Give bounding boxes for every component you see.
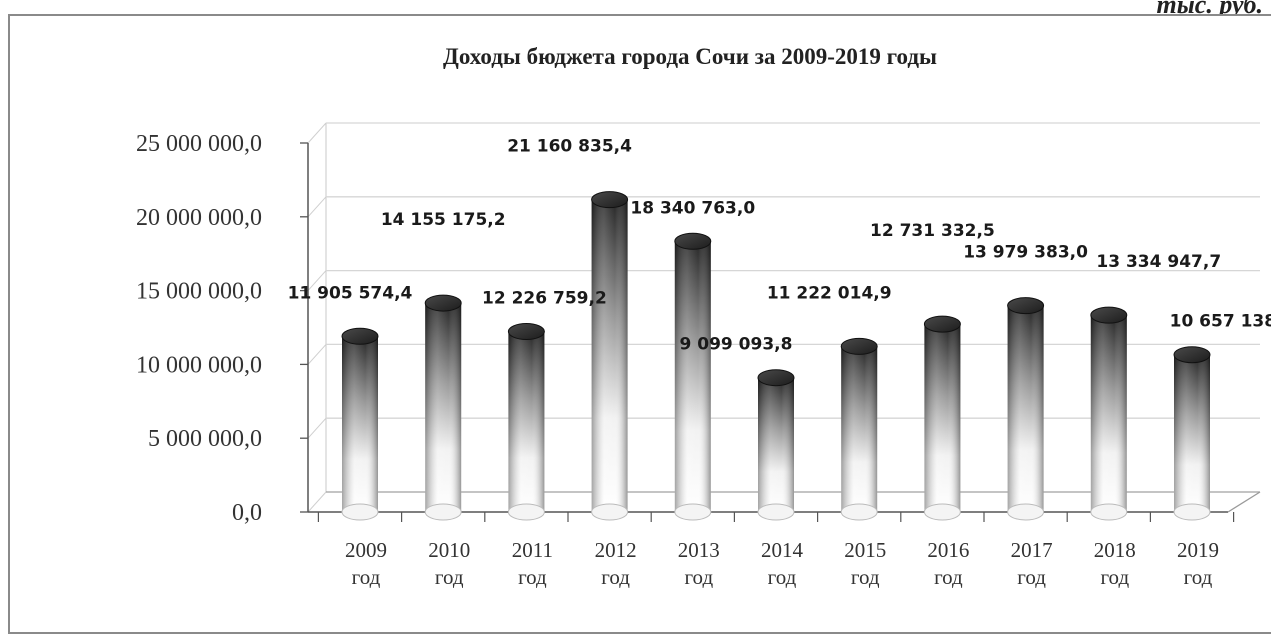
- bar-2019: [1173, 346, 1211, 521]
- bar-2015: [840, 337, 878, 521]
- x-tick-label-unit: год: [1017, 565, 1046, 589]
- bar-2014: [757, 369, 795, 521]
- bar-2018: [1090, 306, 1128, 521]
- bar-shade: [425, 303, 462, 512]
- bar-cap: [923, 315, 961, 333]
- data-label: 12 731 332,5: [870, 221, 995, 241]
- data-label: 14 155 175,2: [381, 210, 506, 230]
- x-tick-label: 2009: [345, 538, 387, 562]
- bar-shade: [758, 377, 794, 512]
- y-tick-label: 25 000 000,0: [136, 131, 262, 157]
- bar-cap: [840, 337, 878, 355]
- bar-shade: [342, 336, 378, 512]
- x-tick-label: 2018: [1094, 538, 1136, 562]
- bar-shade: [841, 346, 878, 512]
- bar-shade: [674, 241, 711, 512]
- bar-cap: [507, 323, 545, 341]
- x-tick-label: 2014: [761, 538, 804, 562]
- data-label: 11 905 574,4: [288, 283, 413, 303]
- chart-page: тыс. руб. Доходы бюджета города Сочи за …: [8, 0, 1271, 634]
- bar-shade: [1090, 315, 1127, 512]
- bar-2009: [341, 327, 379, 521]
- bar-chart: 0,0 5 000 000,0 10 000 000,0 15 000 000,0 20…: [136, 122, 1271, 589]
- data-label: 18 340 763,0: [630, 198, 755, 218]
- gridline-side: [307, 122, 327, 144]
- data-label: 9 099 093,8: [680, 335, 793, 355]
- bar-cap: [757, 369, 795, 387]
- data-label: 21 160 835,4: [507, 137, 632, 157]
- x-tick-label: 2013: [678, 538, 720, 562]
- bar-shade: [508, 331, 545, 512]
- bar-shade: [924, 324, 961, 512]
- bar-2011: [507, 323, 545, 521]
- gridline-side: [307, 270, 327, 291]
- data-label: 13 979 383,0: [963, 243, 1088, 263]
- bar-base: [1007, 503, 1045, 521]
- bars-layer: [341, 191, 1211, 521]
- x-tick-label: 2011: [512, 538, 553, 562]
- bar-cap: [591, 191, 629, 209]
- x-tick-label: 2015: [844, 538, 886, 562]
- x-tick-label-unit: год: [851, 565, 880, 589]
- bar-cap: [1007, 297, 1045, 315]
- bar-cap: [1090, 306, 1128, 324]
- y-tick-label: 5 000 000,0: [148, 426, 262, 452]
- bar-shade: [1007, 305, 1044, 512]
- bar-cap: [341, 327, 379, 345]
- x-tick-label-unit: год: [1100, 565, 1129, 589]
- x-tick-label-unit: год: [684, 565, 713, 589]
- x-tick-label: 2017: [1011, 538, 1053, 562]
- bar-base: [424, 503, 462, 521]
- data-label: 10 657 138,3: [1170, 312, 1271, 332]
- x-tick-label: 2010: [428, 538, 470, 562]
- data-label: 12 226 759,2: [482, 289, 607, 309]
- x-tick-label-unit: год: [1184, 565, 1213, 589]
- gridline-side: [307, 196, 327, 218]
- bar-cap: [1173, 346, 1211, 364]
- chart-title: Доходы бюджета города Сочи за 2009-2019 …: [443, 44, 937, 69]
- bar-2013: [674, 232, 712, 521]
- bar-base: [757, 503, 795, 521]
- x-tick-label-unit: год: [934, 565, 963, 589]
- bar-cap: [674, 232, 712, 250]
- x-tick-label-unit: год: [435, 565, 464, 589]
- bar-base: [341, 503, 379, 521]
- bar-base: [507, 503, 545, 521]
- gridline-side: [307, 491, 327, 513]
- bar-shade: [591, 199, 628, 512]
- bar-base: [674, 503, 712, 521]
- bar-shade: [1174, 354, 1210, 512]
- y-tick-label: 20 000 000,0: [136, 205, 262, 231]
- data-label: 13 334 947,7: [1096, 252, 1221, 272]
- gridline-side: [307, 417, 327, 439]
- x-tick-label: 2016: [927, 538, 969, 562]
- bar-cap: [424, 294, 462, 312]
- gridline-side: [307, 344, 327, 365]
- x-tick-label: 2012: [595, 538, 637, 562]
- bar-2017: [1007, 297, 1045, 521]
- x-tick-label-unit: год: [518, 565, 547, 589]
- x-tick-label: 2019: [1177, 538, 1219, 562]
- bar-base: [1090, 503, 1128, 521]
- bar-2010: [424, 294, 462, 521]
- x-tick-label-unit: год: [601, 565, 630, 589]
- x-tick-label-unit: год: [768, 565, 797, 589]
- bar-base: [591, 503, 629, 521]
- bar-base: [1173, 503, 1211, 521]
- bar-2012: [591, 191, 629, 521]
- y-tick-label: 15 000 000,0: [136, 279, 262, 305]
- y-tick-label: 10 000 000,0: [136, 352, 262, 378]
- x-tick-label-unit: год: [352, 565, 381, 589]
- bar-base: [840, 503, 878, 521]
- y-tick-label: 0,0: [232, 500, 262, 526]
- data-label: 11 222 014,9: [767, 283, 892, 303]
- bar-base: [923, 503, 961, 521]
- floor-edge: [1227, 491, 1261, 513]
- labels-layer: 0,0 5 000 000,0 10 000 000,0 15 000 000,0 20…: [136, 131, 1271, 589]
- bar-2016: [923, 315, 961, 521]
